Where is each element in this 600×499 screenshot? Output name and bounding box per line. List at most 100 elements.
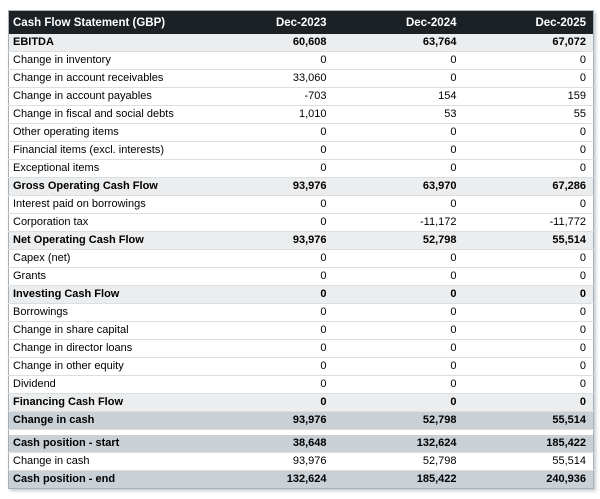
cell-value: 0 [203, 51, 334, 70]
row-label: Cash position - end [8, 470, 204, 489]
row-label: Dividend [8, 375, 204, 394]
row-label: Financial items (excl. interests) [8, 141, 204, 160]
cell-value: 0 [203, 267, 334, 286]
cell-value: 240,936 [463, 470, 594, 489]
table-row: Net Operating Cash Flow 93,976 52,798 55,51… [8, 231, 594, 250]
cell-value: 132,624 [333, 435, 464, 453]
cell-value: 93,976 [203, 411, 334, 430]
cell-value: 0 [333, 159, 464, 178]
cell-value: 0 [463, 141, 594, 160]
table-row: Cash position - end 132,624 185,422 240,936 [8, 470, 594, 489]
cell-value: 52,798 [333, 411, 464, 430]
row-label: Borrowings [8, 303, 204, 322]
cell-value: -11,172 [333, 213, 464, 232]
row-label: Investing Cash Flow [8, 285, 204, 304]
cell-value: 63,764 [333, 34, 464, 52]
table-row: Change in cash 93,976 52,798 55,514 [8, 411, 594, 430]
table-row: Other operating items 0 0 0 [8, 123, 594, 142]
row-label: Corporation tax [8, 213, 204, 232]
cell-value: 55,514 [463, 231, 594, 250]
table-row: Financing Cash Flow 0 0 0 [8, 393, 594, 412]
table-row: Change in inventory 0 0 0 [8, 51, 594, 70]
cell-value: -703 [203, 87, 334, 106]
row-label: Grants [8, 267, 204, 286]
cash-flow-statement-table: Cash Flow Statement (GBP) Dec-2023 Dec-2… [8, 10, 594, 489]
cell-value: 0 [203, 375, 334, 394]
cell-value: 132,624 [203, 470, 334, 489]
row-label: Change in share capital [8, 321, 204, 340]
cell-value: 63,970 [333, 177, 464, 196]
cell-value: 0 [463, 249, 594, 268]
cell-value: 60,608 [203, 34, 334, 52]
cell-value: 93,976 [203, 452, 334, 471]
cell-value: 0 [333, 267, 464, 286]
table-row: Dividend 0 0 0 [8, 375, 594, 394]
table-row: Borrowings 0 0 0 [8, 303, 594, 322]
row-label: Change in cash [8, 411, 204, 430]
cell-value: 0 [333, 339, 464, 358]
cell-value: 0 [463, 195, 594, 214]
cell-value: 0 [333, 285, 464, 304]
cell-value: 0 [333, 51, 464, 70]
cell-value: 0 [333, 249, 464, 268]
row-label: Change in other equity [8, 357, 204, 376]
row-label: Change in cash [8, 452, 204, 471]
row-label: Change in inventory [8, 51, 204, 70]
row-label: Change in fiscal and social debts [8, 105, 204, 124]
column-header-dec-2025: Dec-2025 [463, 10, 594, 34]
table-row: Change in director loans 0 0 0 [8, 339, 594, 358]
table-row: Financial items (excl. interests) 0 0 0 [8, 141, 594, 160]
cell-value: 0 [463, 375, 594, 394]
row-label: Change in account payables [8, 87, 204, 106]
cell-value: 38,648 [203, 435, 334, 453]
row-label: Change in account receivables [8, 69, 204, 88]
table-title: Cash Flow Statement (GBP) [8, 10, 204, 34]
row-label: Capex (net) [8, 249, 204, 268]
cell-value: 0 [333, 357, 464, 376]
cell-value: 67,072 [463, 34, 594, 52]
table-row: Capex (net) 0 0 0 [8, 249, 594, 268]
cell-value: 0 [333, 321, 464, 340]
cell-value: 0 [333, 375, 464, 394]
cell-value: 52,798 [333, 452, 464, 471]
cell-value: 0 [333, 303, 464, 322]
table-row: Change in account receivables 33,060 0 0 [8, 69, 594, 88]
cell-value: 0 [203, 321, 334, 340]
table-row: Interest paid on borrowings 0 0 0 [8, 195, 594, 214]
cell-value: 0 [203, 357, 334, 376]
row-label: Other operating items [8, 123, 204, 142]
row-label: Net Operating Cash Flow [8, 231, 204, 250]
table-row: Cash position - start 38,648 132,624 185,42… [8, 435, 594, 453]
table-row: EBITDA 60,608 63,764 67,072 [8, 34, 594, 52]
row-label: Financing Cash Flow [8, 393, 204, 412]
cell-value: 0 [463, 123, 594, 142]
cell-value: 93,976 [203, 231, 334, 250]
table-row: Change in fiscal and social debts 1,010 53… [8, 105, 594, 124]
table-row: Change in account payables -703 154 159 [8, 87, 594, 106]
cell-value: 0 [203, 159, 334, 178]
cell-value: 0 [203, 195, 334, 214]
cell-value: 0 [333, 393, 464, 412]
cell-value: 0 [333, 195, 464, 214]
cell-value: 0 [203, 249, 334, 268]
cell-value: 1,010 [203, 105, 334, 124]
cell-value: 0 [203, 141, 334, 160]
cell-value: 0 [333, 123, 464, 142]
table-row: Change in share capital 0 0 0 [8, 321, 594, 340]
cell-value: 0 [203, 285, 334, 304]
cell-value: 185,422 [333, 470, 464, 489]
cell-value: -11,772 [463, 213, 594, 232]
cell-value: 0 [463, 303, 594, 322]
column-header-dec-2024: Dec-2024 [333, 10, 464, 34]
cell-value: 0 [463, 321, 594, 340]
cell-value: 67,286 [463, 177, 594, 196]
row-label: Exceptional items [8, 159, 204, 178]
cell-value: 93,976 [203, 177, 334, 196]
cell-value: 0 [333, 141, 464, 160]
cell-value: 0 [203, 393, 334, 412]
section-gap-cell [8, 429, 594, 435]
row-label: Change in director loans [8, 339, 204, 358]
table-header-row: Cash Flow Statement (GBP) Dec-2023 Dec-2… [8, 10, 594, 34]
cell-value: 55,514 [463, 411, 594, 430]
